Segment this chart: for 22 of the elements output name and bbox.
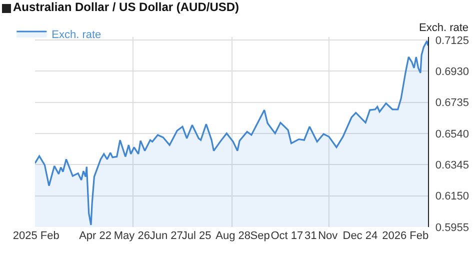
x-tick-label: 31 — [304, 230, 317, 242]
y-tick-label: 0.6540 — [435, 128, 470, 140]
y-tick-label: 0.7125 — [435, 34, 470, 47]
x-tick-label: 2025 Feb — [12, 230, 60, 242]
y-tick-label: 0.6345 — [435, 160, 470, 172]
x-tick-label: Sep — [250, 230, 270, 242]
x-tick-label: Aug 28 — [216, 230, 251, 242]
y-tick-label: 0.6735 — [435, 97, 470, 110]
y-tick-label: 0.6930 — [435, 66, 470, 78]
x-tick-label: Oct 17 — [270, 230, 304, 242]
x-tick-label: Apr 22 — [79, 230, 112, 242]
x-tick-label: Jul 25 — [182, 230, 212, 242]
x-tick-label: Jun 27 — [150, 230, 183, 242]
legend-label: Exch. rate — [52, 28, 102, 41]
chart-title: Australian Dollar / US Dollar (AUD/USD) — [13, 0, 240, 14]
x-tick-label: 2026 Feb — [382, 230, 429, 242]
y-axis-title: Exch. rate — [419, 22, 469, 34]
x-tick-label: Nov — [318, 230, 338, 242]
y-tick-label: 0.6150 — [435, 190, 470, 203]
x-tick-label: May 26 — [114, 230, 150, 242]
x-tick-label: Dec 24 — [342, 230, 378, 242]
y-tick-label: 0.5955 — [435, 222, 470, 234]
